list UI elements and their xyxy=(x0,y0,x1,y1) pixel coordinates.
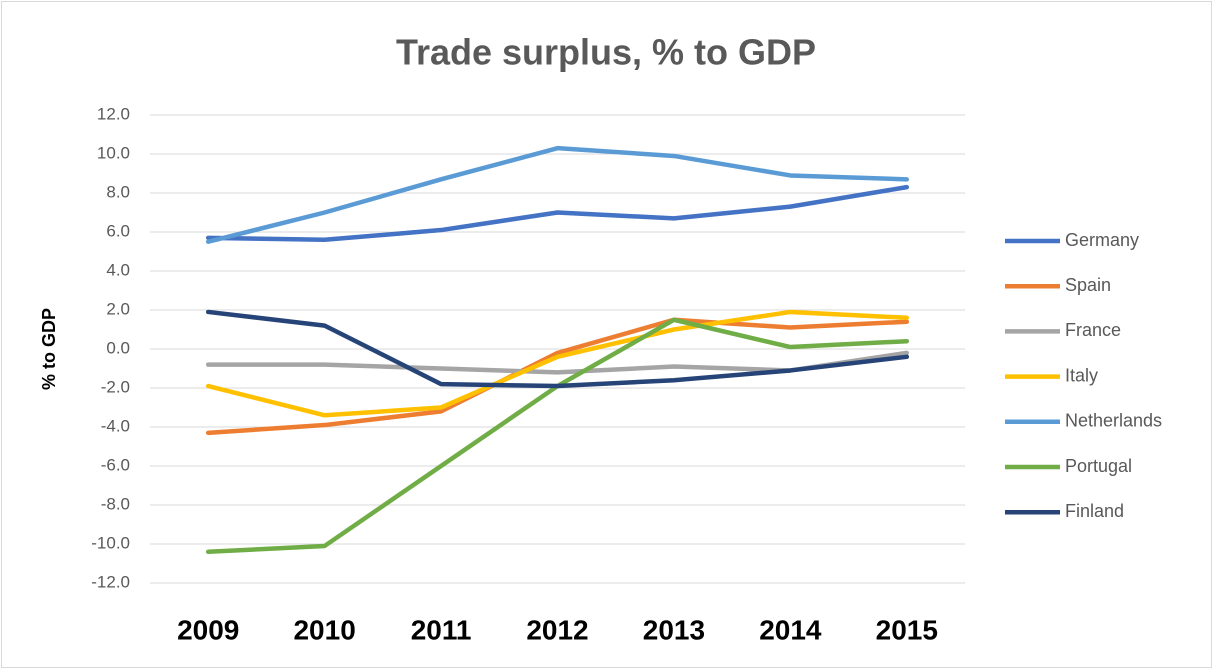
x-tick-label: 2012 xyxy=(526,614,588,645)
y-tick-label: 8.0 xyxy=(106,182,130,201)
legend-label: Germany xyxy=(1065,230,1139,250)
legend-label: Portugal xyxy=(1065,456,1132,476)
y-tick-label: -12.0 xyxy=(91,572,130,591)
series-line xyxy=(205,145,910,244)
x-tick-label: 2009 xyxy=(177,614,239,645)
legend-label: France xyxy=(1065,320,1121,340)
y-axis-label: % to GDP xyxy=(39,308,59,390)
legend-label: Italy xyxy=(1065,365,1098,385)
series-line xyxy=(205,309,910,418)
x-tick-label: 2011 xyxy=(411,614,472,645)
y-tick-label: 4.0 xyxy=(106,260,130,279)
y-tick-label: 10.0 xyxy=(97,143,130,162)
y-tick-label: 0.0 xyxy=(106,338,130,357)
y-tick-label: -8.0 xyxy=(101,494,130,513)
y-tick-label: -2.0 xyxy=(101,377,130,396)
series-line xyxy=(205,184,910,243)
series-line xyxy=(205,309,910,389)
y-tick-label: -4.0 xyxy=(101,416,130,435)
x-tick-label: 2015 xyxy=(876,614,938,645)
chart-title: Trade surplus, % to GDP xyxy=(396,32,816,73)
x-tick-label: 2013 xyxy=(643,614,705,645)
legend-label: Finland xyxy=(1065,501,1124,521)
legend-label: Netherlands xyxy=(1065,411,1162,431)
x-tick-label: 2010 xyxy=(293,614,355,645)
series-line xyxy=(205,317,910,436)
y-tick-label: -10.0 xyxy=(91,533,130,552)
x-tick-label: 2014 xyxy=(759,614,822,645)
y-tick-label: 2.0 xyxy=(106,299,130,318)
legend-label: Spain xyxy=(1065,275,1111,295)
y-tick-label: 6.0 xyxy=(106,221,130,240)
y-tick-label: -6.0 xyxy=(101,455,130,474)
y-tick-label: 12.0 xyxy=(97,104,130,123)
